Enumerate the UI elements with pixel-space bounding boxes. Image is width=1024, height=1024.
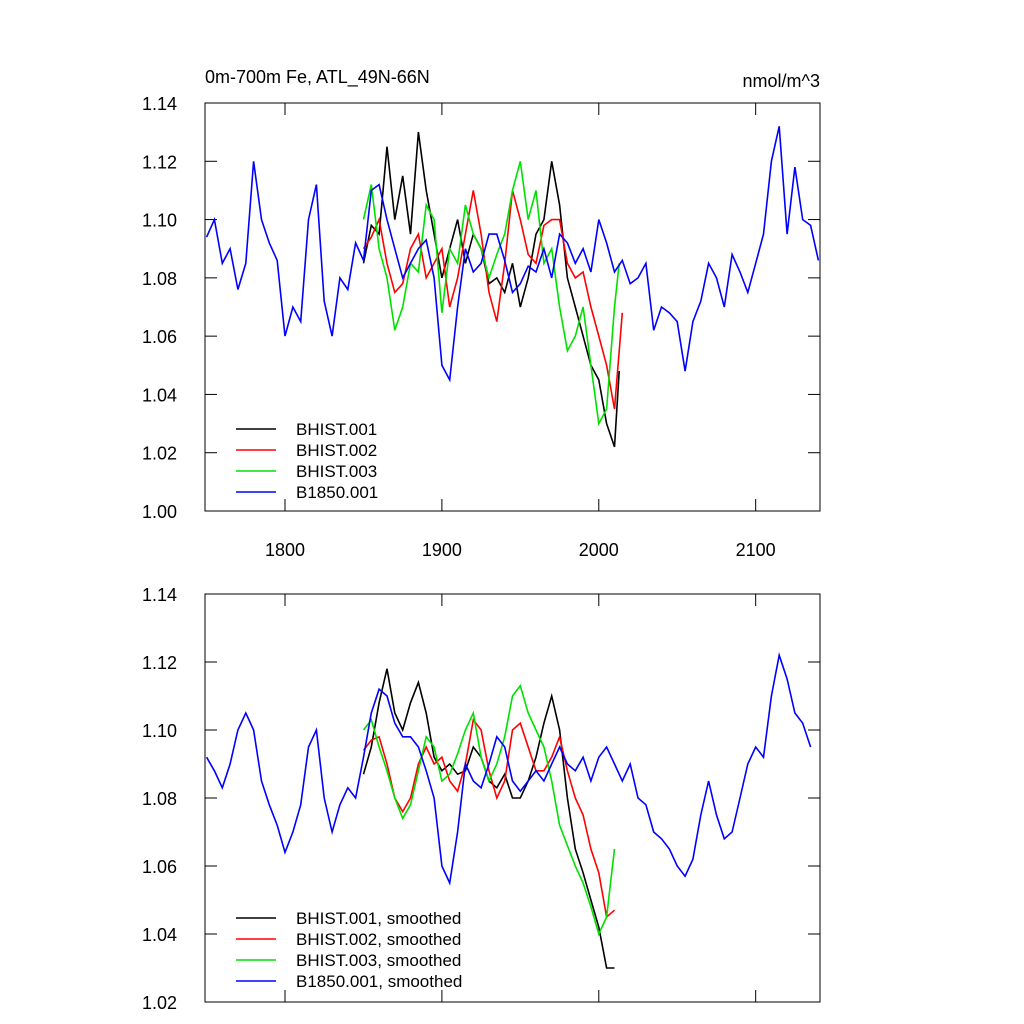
legend-label: BHIST.003 [296,462,377,481]
y-tick-label: 1.10 [142,721,177,741]
y-tick-label: 1.08 [142,789,177,809]
y-tick-label: 1.06 [142,327,177,347]
y-tick-label: 1.12 [142,152,177,172]
legend-label: B1850.001, smoothed [296,972,462,991]
legend-label: BHIST.001, smoothed [296,909,461,928]
legend-label: BHIST.003, smoothed [296,951,461,970]
y-tick-label: 1.10 [142,211,177,231]
series-line [362,131,620,448]
legend-label: BHIST.002 [296,441,377,460]
series-line [362,684,616,937]
y-tick-label: 1.14 [142,585,177,605]
y-tick-label: 1.02 [142,993,177,1013]
legend-label: B1850.001 [296,483,378,502]
y-tick-label: 1.04 [142,925,177,945]
y-tick-label: 1.14 [142,94,177,114]
legend-label: BHIST.002, smoothed [296,930,461,949]
y-tick-label: 1.00 [142,502,177,522]
series-line [362,190,624,410]
plot-frame [204,102,821,512]
x-tick-label: 1800 [265,540,305,560]
chart-title: 0m-700m Fe, ATL_49N-66N [205,67,430,88]
y-tick-label: 1.08 [142,269,177,289]
series-line [205,652,812,886]
y-tick-label: 1.06 [142,857,177,877]
units-label: nmol/m^3 [743,71,820,91]
x-tick-label: 1900 [422,540,462,560]
series-line [362,717,616,919]
y-tick-label: 1.12 [142,653,177,673]
series-line [362,161,620,427]
y-tick-label: 1.04 [142,385,177,405]
x-tick-label: 2000 [579,540,619,560]
y-tick-label: 1.02 [142,444,177,464]
x-tick-label: 2100 [736,540,776,560]
series-line [205,126,820,383]
legend-label: BHIST.001 [296,420,377,439]
